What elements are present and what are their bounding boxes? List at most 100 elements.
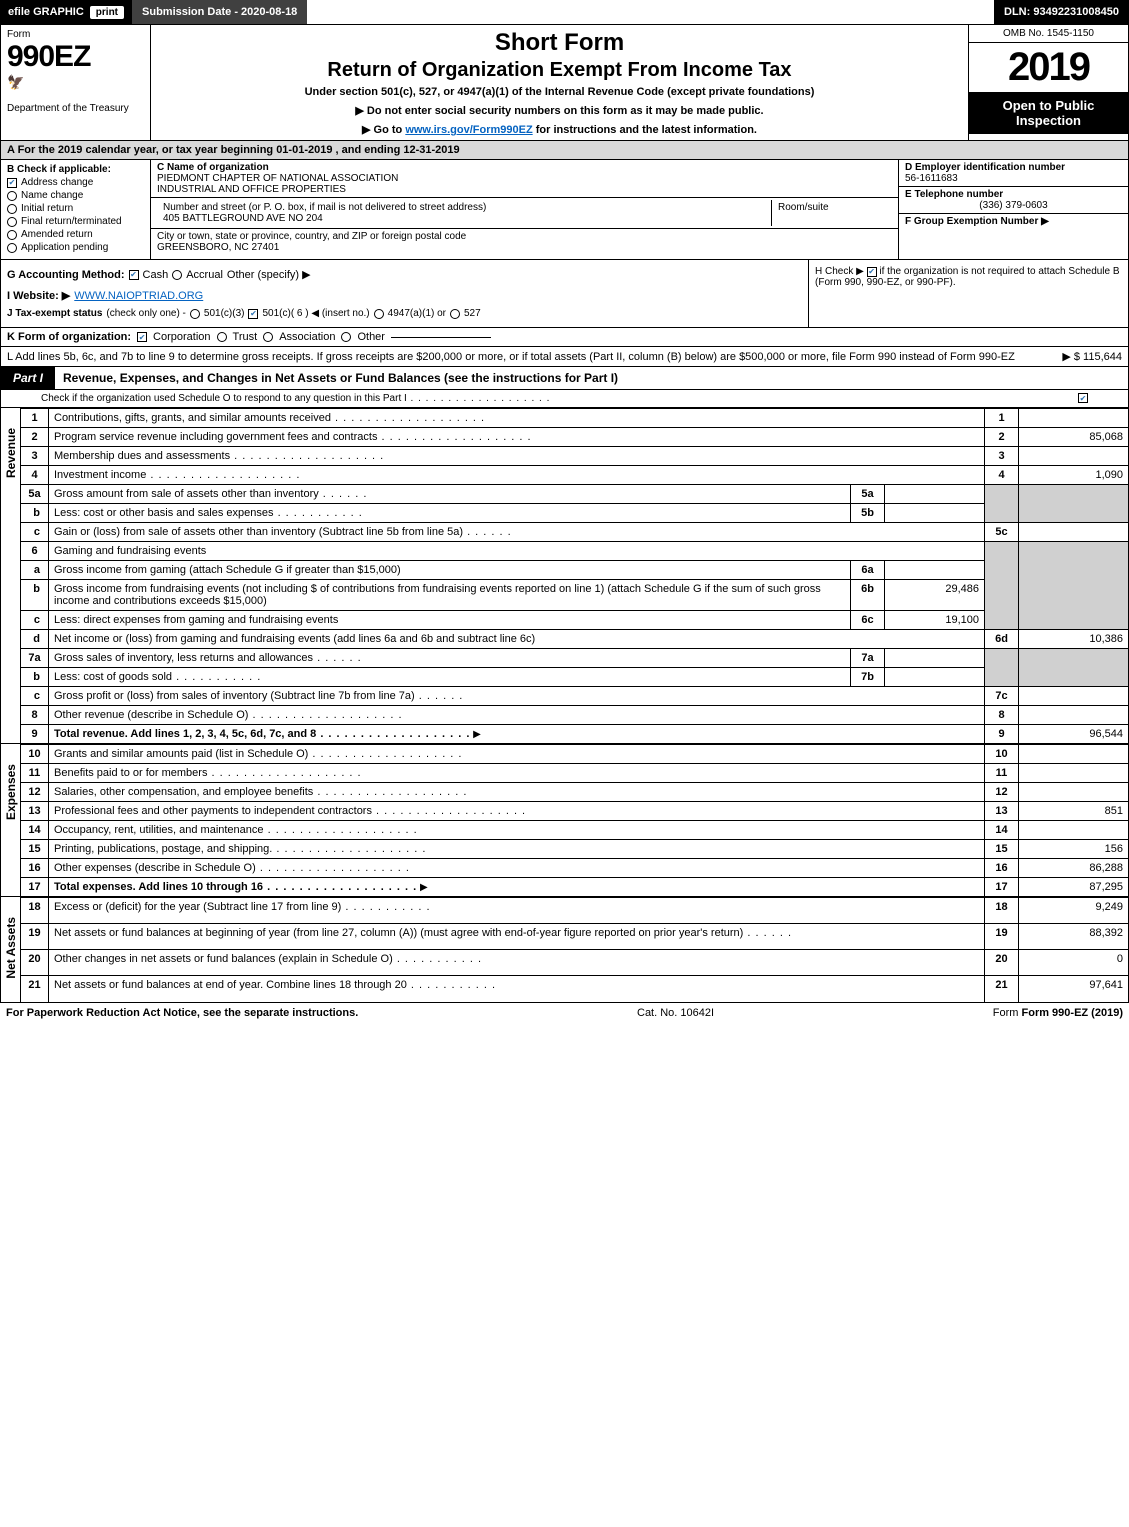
header-left: Form 990EZ 🦅 Department of the Treasury <box>1 25 151 140</box>
checkbox-initial-return[interactable] <box>7 204 17 214</box>
street-label: Number and street (or P. O. box, if mail… <box>163 202 486 213</box>
checkbox-application-pending[interactable] <box>7 243 17 253</box>
line-7a-desc: Gross sales of inventory, less returns a… <box>49 649 851 668</box>
checkbox-schedule-b[interactable] <box>867 267 877 277</box>
line-7ab-shade-rnum <box>985 649 1019 687</box>
line-21-desc: Net assets or fund balances at end of ye… <box>49 976 985 1002</box>
phone-value: (336) 379-0603 <box>905 200 1122 211</box>
line-15-desc: Printing, publications, postage, and shi… <box>49 840 985 859</box>
suite-cell: Room/suite <box>772 200 892 226</box>
line-5c-rnum: 5c <box>985 523 1019 542</box>
footer-right: Form 990-EZ (2019) <box>1022 1007 1123 1019</box>
box-def: D Employer identification number 56-1611… <box>898 160 1128 259</box>
info-block: B Check if applicable: Address change Na… <box>0 160 1129 260</box>
line-5b-desc: Less: cost or other basis and sales expe… <box>49 504 851 523</box>
omb-number: OMB No. 1545-1150 <box>969 25 1128 43</box>
side-revenue: Revenue <box>0 408 20 744</box>
department-label: Department of the Treasury <box>7 103 144 114</box>
checkbox-final-return[interactable] <box>7 217 17 227</box>
checkbox-amended-return[interactable] <box>7 230 17 240</box>
line-18-rnum: 18 <box>985 898 1019 924</box>
line-7c-num: c <box>21 687 49 706</box>
label-4947: 4947(a)(1) or <box>388 308 446 319</box>
irs-link[interactable]: www.irs.gov/Form990EZ <box>405 124 532 136</box>
line-6-shade-val <box>1019 542 1129 630</box>
note-goto: ▶ Go to www.irs.gov/Form990EZ for instru… <box>159 123 960 136</box>
line-8-desc: Other revenue (describe in Schedule O) <box>49 706 985 725</box>
line-11-num: 11 <box>21 764 49 783</box>
line-6c-inum: 6c <box>851 611 885 630</box>
line-5ab-shade-val <box>1019 485 1129 523</box>
box-c-label: C Name of organization <box>157 162 269 173</box>
box-l-text: L Add lines 5b, 6c, and 7b to line 9 to … <box>7 351 1056 363</box>
checkbox-trust[interactable] <box>217 332 227 342</box>
line-9-num: 9 <box>21 725 49 744</box>
box-f-label: F Group Exemption Number ▶ <box>905 216 1049 227</box>
box-h: H Check ▶ if the organization is not req… <box>808 260 1128 327</box>
checkbox-name-change[interactable] <box>7 191 17 201</box>
netassets-section: Net Assets 18Excess or (deficit) for the… <box>0 897 1129 1003</box>
org-name-2: INDUSTRIAL AND OFFICE PROPERTIES <box>157 184 346 195</box>
checkbox-address-change[interactable] <box>7 178 17 188</box>
label-address-change: Address change <box>21 177 93 188</box>
line-19-num: 19 <box>21 924 49 950</box>
checkbox-501c3[interactable] <box>190 309 200 319</box>
box-c: C Name of organization PIEDMONT CHAPTER … <box>151 160 898 259</box>
checkbox-other-org[interactable] <box>341 332 351 342</box>
line-6b-num: b <box>21 580 49 611</box>
box-b-header: B Check if applicable: <box>7 164 144 175</box>
line-21-rnum: 21 <box>985 976 1019 1002</box>
line-15-num: 15 <box>21 840 49 859</box>
line-3-num: 3 <box>21 447 49 466</box>
line-7a-ival <box>885 649 985 668</box>
checkbox-accrual[interactable] <box>172 270 182 280</box>
line-20-num: 20 <box>21 950 49 976</box>
side-netassets: Net Assets <box>0 897 20 1003</box>
line-4-rnum: 4 <box>985 466 1019 485</box>
line-13-num: 13 <box>21 802 49 821</box>
header-right: OMB No. 1545-1150 2019 Open to Public In… <box>968 25 1128 140</box>
checkbox-527[interactable] <box>450 309 460 319</box>
checkbox-cash[interactable] <box>129 270 139 280</box>
line-9-rnum: 9 <box>985 725 1019 744</box>
expenses-table: 10Grants and similar amounts paid (list … <box>20 744 1129 897</box>
arrow-icon <box>470 728 480 740</box>
note-goto-suffix: for instructions and the latest informat… <box>533 124 757 136</box>
line-7b-ival <box>885 668 985 687</box>
checkbox-corporation[interactable] <box>137 332 147 342</box>
line-3-rnum: 3 <box>985 447 1019 466</box>
website-link[interactable]: WWW.NAIOPTRIAD.ORG <box>74 290 203 302</box>
checkbox-501c[interactable] <box>248 309 258 319</box>
line-16-rnum: 16 <box>985 859 1019 878</box>
title-return: Return of Organization Exempt From Incom… <box>159 59 960 82</box>
title-short-form: Short Form <box>159 29 960 57</box>
checkbox-association[interactable] <box>263 332 273 342</box>
line-1-desc: Contributions, gifts, grants, and simila… <box>49 409 985 428</box>
label-accrual: Accrual <box>186 269 223 281</box>
part-i-tag: Part I <box>1 367 55 389</box>
line-16-desc: Other expenses (describe in Schedule O) <box>49 859 985 878</box>
line-12-rnum: 12 <box>985 783 1019 802</box>
part-i-header: Part I Revenue, Expenses, and Changes in… <box>0 367 1129 390</box>
line-7b-desc: Less: cost of goods sold <box>49 668 851 687</box>
street-row: Number and street (or P. O. box, if mail… <box>151 198 898 229</box>
line-5c-num: c <box>21 523 49 542</box>
checkbox-schedule-o[interactable] <box>1078 393 1088 403</box>
ein-value: 56-1611683 <box>905 173 958 184</box>
line-13-rnum: 13 <box>985 802 1019 821</box>
other-org-fill[interactable] <box>391 337 491 338</box>
header-center: Short Form Return of Organization Exempt… <box>151 25 968 140</box>
line-7a-inum: 7a <box>851 649 885 668</box>
line-20-desc: Other changes in net assets or fund bala… <box>49 950 985 976</box>
box-d: D Employer identification number 56-1611… <box>899 160 1128 187</box>
line-9-val: 96,544 <box>1019 725 1129 744</box>
line-6b-inum: 6b <box>851 580 885 611</box>
checkbox-4947[interactable] <box>374 309 384 319</box>
line-10-desc: Grants and similar amounts paid (list in… <box>49 745 985 764</box>
print-button[interactable]: print <box>90 6 124 19</box>
label-527: 527 <box>464 308 481 319</box>
submission-date: Submission Date - 2020-08-18 <box>132 0 307 24</box>
efile-label: efile GRAPHIC <box>8 6 84 18</box>
box-k-label: K Form of organization: <box>7 331 131 343</box>
line-6b-desc1: Gross income from fundraising events (no… <box>54 583 317 595</box>
